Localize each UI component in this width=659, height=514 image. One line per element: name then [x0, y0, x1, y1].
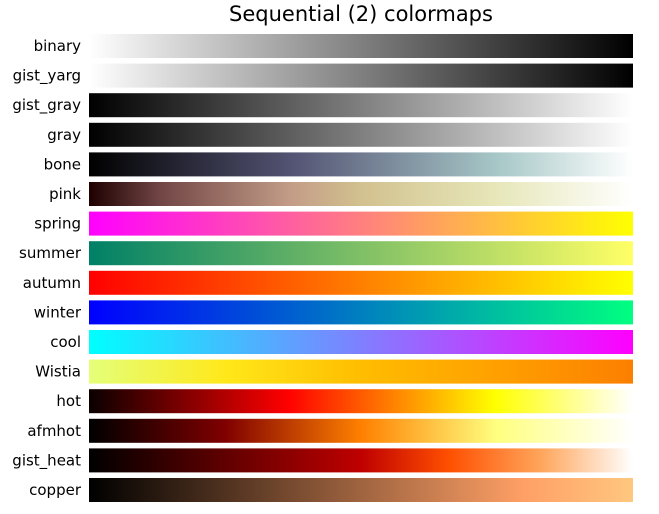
colormap-bar-spring: [89, 211, 633, 236]
colormap-label-winter: winter: [34, 303, 82, 321]
colormap-bar-gist-heat: [89, 448, 633, 473]
colormap-label-spring: spring: [34, 215, 81, 233]
colormap-bar-copper: [89, 478, 633, 502]
colormap-bar-cool: [89, 330, 633, 354]
colormap-label-bone: bone: [44, 155, 81, 173]
colormap-label-gist-gray: gist_gray: [12, 96, 81, 115]
colormap-bar-wistia: [89, 359, 633, 384]
colormap-label-afmhot: afmhot: [27, 422, 81, 440]
colormap-bar-bone: [89, 152, 633, 177]
colormap-label-summer: summer: [19, 244, 82, 262]
colormap-bar-autumn: [89, 270, 633, 295]
colormap-label-gist-yarg: gist_yarg: [13, 67, 81, 86]
colormap-label-gist-heat: gist_heat: [12, 451, 81, 470]
colormap-label-wistia: Wistia: [35, 363, 81, 381]
colormap-label-gray: gray: [47, 126, 81, 144]
colormap-label-hot: hot: [56, 392, 81, 410]
colormap-bar-gist-gray: [89, 93, 633, 118]
colormap-bar-gist-yarg: [89, 63, 633, 88]
colormap-bar-hot: [89, 389, 633, 414]
colormap-bar-winter: [89, 300, 633, 325]
chart-title: Sequential (2) colormaps: [229, 2, 493, 26]
colormap-bar-summer: [89, 241, 633, 266]
colormap-label-pink: pink: [49, 185, 81, 203]
colormap-label-copper: copper: [29, 481, 82, 499]
colormap-bar-pink: [89, 182, 633, 206]
colormap-bar-gray: [89, 122, 633, 147]
colormap-label-cool: cool: [50, 333, 81, 351]
colormap-bar-binary: [89, 34, 633, 58]
colormap-bar-afmhot: [89, 418, 633, 443]
colormap-label-binary: binary: [34, 37, 82, 55]
colormap-label-autumn: autumn: [23, 274, 81, 292]
